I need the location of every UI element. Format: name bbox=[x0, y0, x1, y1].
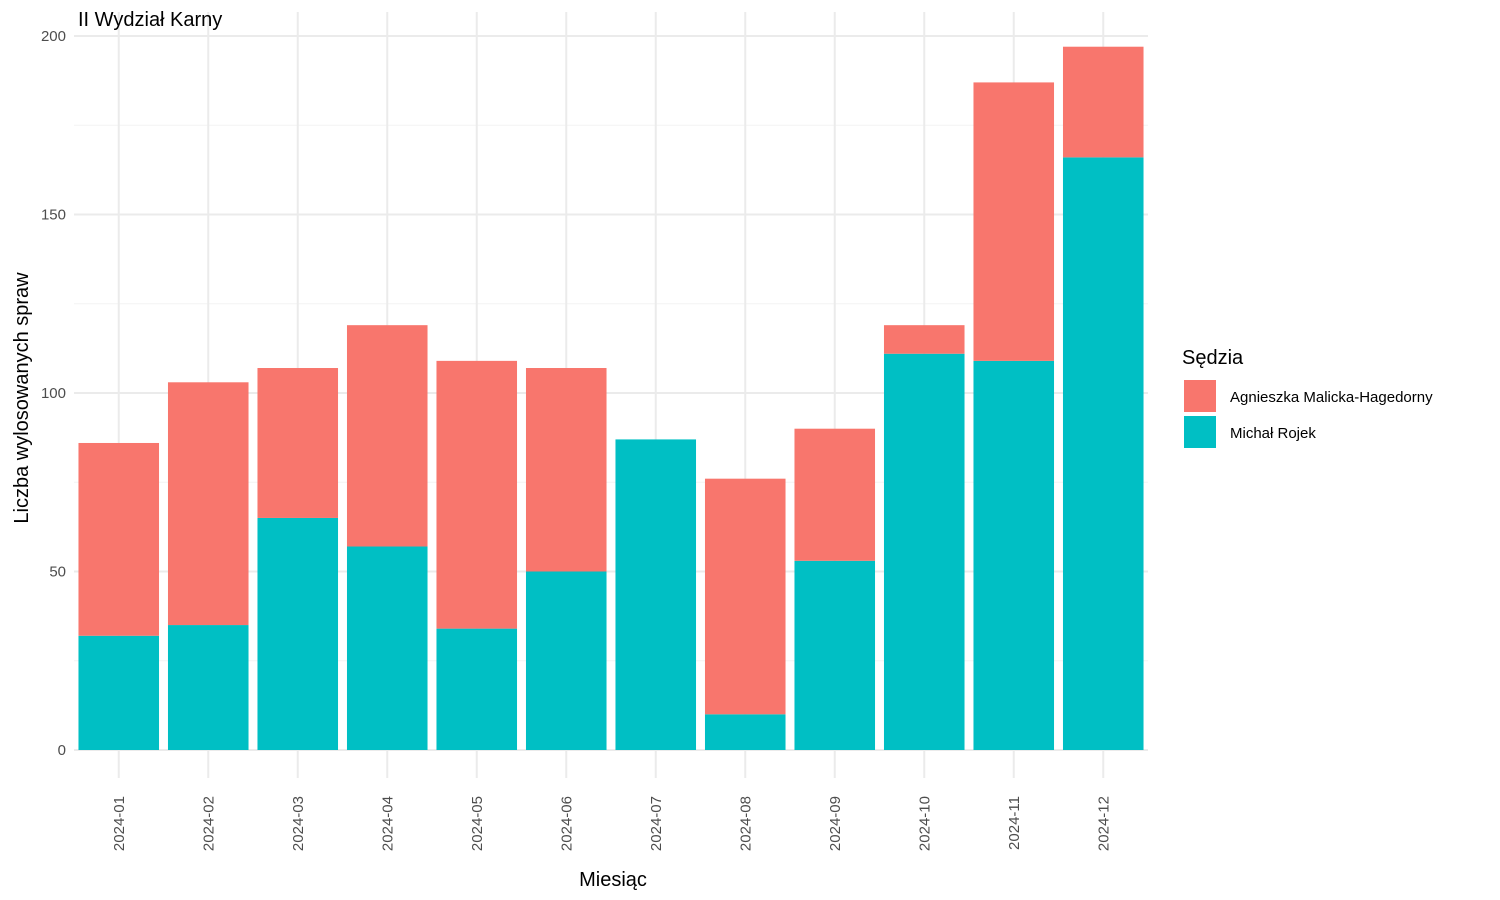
bar-segment bbox=[704, 478, 786, 715]
legend-swatch bbox=[1184, 380, 1216, 412]
y-tick-label: 200 bbox=[41, 28, 66, 45]
x-tick-label: 2024-02 bbox=[200, 796, 217, 851]
x-tick-label: 2024-05 bbox=[469, 796, 486, 851]
x-tick-label: 2024-01 bbox=[111, 796, 128, 851]
bar-segment bbox=[257, 517, 339, 750]
bar-segment bbox=[346, 546, 428, 750]
bar-segment bbox=[1062, 157, 1144, 750]
bar-segment bbox=[436, 360, 518, 629]
legend-label: Michał Rojek bbox=[1230, 425, 1316, 442]
legend-swatch bbox=[1184, 416, 1216, 448]
x-tick-label: 2024-09 bbox=[827, 796, 844, 851]
bar-segment bbox=[615, 439, 697, 750]
x-tick-label: 2024-11 bbox=[1006, 796, 1023, 850]
bar-segment bbox=[525, 368, 607, 572]
y-axis-ticks: 0 50 100 150 200 bbox=[41, 28, 66, 759]
x-axis-title: Miesiąc bbox=[579, 869, 647, 891]
bar-segment bbox=[78, 442, 160, 636]
bar-segment bbox=[167, 625, 249, 750]
bar-segment bbox=[794, 560, 876, 750]
bar-segment bbox=[704, 714, 786, 750]
legend: Sędzia Agnieszka Malicka-Hagedorny Michał… bbox=[1182, 347, 1433, 448]
bar-segment bbox=[883, 353, 965, 750]
y-tick-label: 0 bbox=[58, 742, 66, 759]
x-tick-label: 2024-03 bbox=[290, 796, 307, 851]
bars bbox=[78, 46, 1144, 750]
legend-items: Agnieszka Malicka-Hagedorny Michał Rojek bbox=[1184, 380, 1433, 448]
bar-segment bbox=[973, 360, 1055, 750]
y-tick-label: 100 bbox=[41, 385, 66, 402]
legend-item: Agnieszka Malicka-Hagedorny bbox=[1184, 380, 1433, 412]
x-axis-ticks: 2024-01 2024-02 2024-03 2024-04 2024-05 2024-… bbox=[111, 796, 1113, 851]
bar-segment bbox=[346, 325, 428, 547]
x-tick-label: 2024-04 bbox=[379, 796, 396, 851]
legend-item: Michał Rojek bbox=[1184, 416, 1316, 448]
bar-segment bbox=[257, 368, 339, 518]
y-tick-label: 50 bbox=[49, 564, 66, 581]
bar-segment bbox=[525, 571, 607, 750]
bar-segment bbox=[1062, 46, 1144, 158]
bar-segment bbox=[436, 628, 518, 750]
bar-segment bbox=[794, 428, 876, 561]
legend-title: Sędzia bbox=[1182, 347, 1244, 369]
x-tick-label: 2024-10 bbox=[916, 796, 933, 851]
bar-segment bbox=[883, 325, 965, 354]
bar-segment bbox=[167, 382, 249, 626]
bar-segment bbox=[973, 82, 1055, 361]
y-axis-title: Liczba wylosowanych spraw bbox=[11, 272, 33, 524]
chart-title: II Wydział Karny bbox=[78, 9, 222, 31]
x-tick-label: 2024-12 bbox=[1095, 796, 1112, 851]
y-tick-label: 150 bbox=[41, 207, 66, 224]
legend-label: Agnieszka Malicka-Hagedorny bbox=[1230, 389, 1433, 406]
x-tick-label: 2024-08 bbox=[737, 796, 754, 851]
x-tick-label: 2024-07 bbox=[648, 796, 665, 851]
x-tick-label: 2024-06 bbox=[558, 796, 575, 851]
bar-segment bbox=[78, 635, 160, 750]
